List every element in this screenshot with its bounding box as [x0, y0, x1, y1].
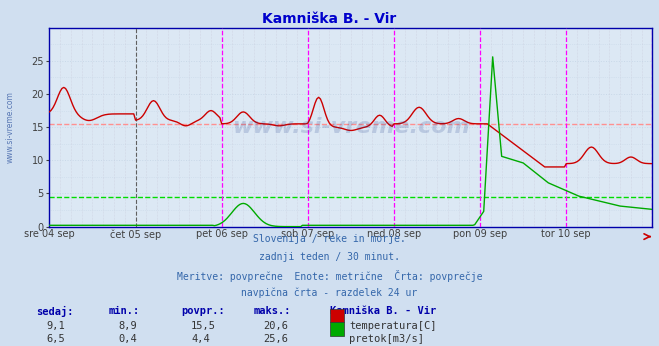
Text: temperatura[C]: temperatura[C] [349, 321, 437, 331]
Text: 15,5: 15,5 [191, 321, 216, 331]
Text: Kamniška B. - Vir: Kamniška B. - Vir [330, 306, 436, 316]
Text: maks.:: maks.: [254, 306, 291, 316]
Text: navpična črta - razdelek 24 ur: navpična črta - razdelek 24 ur [241, 288, 418, 298]
Text: www.si-vreme.com: www.si-vreme.com [6, 91, 14, 163]
Text: www.si-vreme.com: www.si-vreme.com [232, 117, 470, 137]
Text: 9,1: 9,1 [46, 321, 65, 331]
Text: 0,4: 0,4 [119, 334, 137, 344]
Text: 6,5: 6,5 [46, 334, 65, 344]
Text: sedaj:: sedaj: [36, 306, 74, 317]
Text: 20,6: 20,6 [264, 321, 289, 331]
Text: pretok[m3/s]: pretok[m3/s] [349, 334, 424, 344]
Text: 4,4: 4,4 [191, 334, 210, 344]
Text: Kamniška B. - Vir: Kamniška B. - Vir [262, 12, 397, 26]
Text: povpr.:: povpr.: [181, 306, 225, 316]
Text: zadnji teden / 30 minut.: zadnji teden / 30 minut. [259, 252, 400, 262]
Text: Meritve: povprečne  Enote: metrične  Črta: povprečje: Meritve: povprečne Enote: metrične Črta:… [177, 270, 482, 282]
Text: 25,6: 25,6 [264, 334, 289, 344]
Text: 8,9: 8,9 [119, 321, 137, 331]
Text: Slovenija / reke in morje.: Slovenija / reke in morje. [253, 234, 406, 244]
Text: min.:: min.: [109, 306, 140, 316]
